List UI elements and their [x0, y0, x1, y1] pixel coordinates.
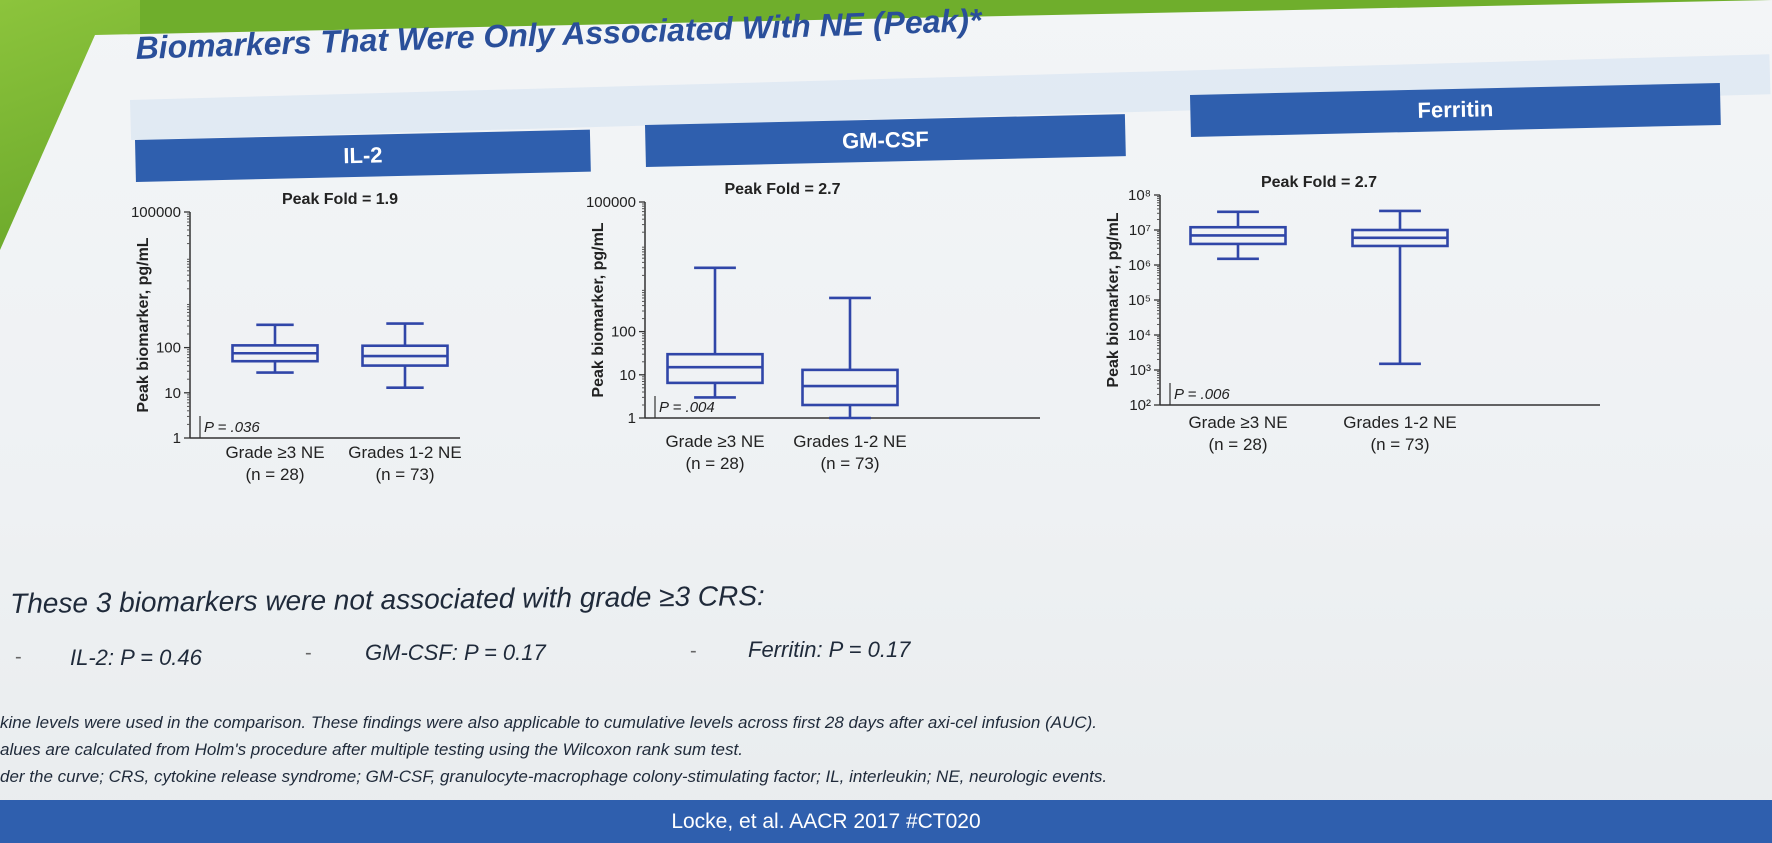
p-value-il2: IL-2: P = 0.46 — [70, 645, 202, 670]
y-axis-label: Peak biomarker, pg/mL — [135, 237, 152, 412]
y-axis-label: Peak biomarker, pg/mL — [590, 222, 607, 397]
peak-fold-label: Peak Fold = 2.7 — [724, 181, 840, 198]
category-n-label: (n = 28) — [1208, 435, 1267, 454]
citation-bar: Locke, et al. AACR 2017 #CT020 — [0, 800, 1772, 843]
citation-text: Locke, et al. AACR 2017 #CT020 — [671, 809, 981, 833]
footnote-1: kine levels were used in the comparison.… — [0, 713, 1098, 732]
iqr-box — [666, 352, 764, 385]
category-label: Grade ≥3 NE — [1188, 413, 1287, 432]
category-n-label: (n = 73) — [820, 454, 879, 473]
category-n-label: (n = 28) — [685, 454, 744, 473]
peak-fold-label: Peak Fold = 2.7 — [1261, 174, 1377, 191]
p-value-ferritin: Ferritin: P = 0.17 — [748, 637, 911, 662]
p-value-gmcsf: GM-CSF: P = 0.17 — [365, 640, 546, 665]
category-label: Grades 1-2 NE — [1343, 413, 1456, 432]
y-tick-label: 100000 — [586, 194, 636, 211]
peak-fold-label: Peak Fold = 1.9 — [282, 191, 398, 208]
y-tick-label: 100 — [611, 324, 636, 341]
y-tick-label: 10⁴ — [1128, 327, 1151, 344]
y-tick-label: 10³ — [1129, 362, 1151, 379]
footnote-2: alues are calculated from Holm's procedu… — [0, 740, 743, 759]
bullet-dash: - — [305, 642, 312, 664]
y-tick-label: 10⁷ — [1129, 222, 1151, 239]
panel-title-ferritin: Ferritin — [1417, 96, 1494, 123]
y-axis-label: Peak biomarker, pg/mL — [1105, 212, 1122, 387]
gmcsf-boxplot: 1 10 100 100000 Peak biomarker, pg/mL Peak Fo… — [586, 181, 1040, 473]
y-tick-label: 10⁸ — [1128, 187, 1151, 204]
p-value-label: P = .036 — [204, 419, 260, 436]
y-tick-label: 10⁶ — [1128, 257, 1151, 274]
il2-boxplot: 1 10 100 100000 Peak biomarker, pg/mL Peak Fo… — [131, 191, 462, 484]
category-n-label: (n = 28) — [245, 465, 304, 484]
y-tick-label: 100000 — [131, 204, 181, 221]
p-value-label: P = .006 — [1174, 386, 1230, 403]
category-label: Grades 1-2 NE — [793, 432, 906, 451]
y-tick-label: 10² — [1129, 397, 1151, 414]
category-label: Grade ≥3 NE — [225, 443, 324, 462]
panel-title-il2: IL-2 — [343, 142, 383, 169]
bullet-dash: - — [15, 646, 22, 668]
iqr-box — [801, 368, 899, 407]
footnote-3: der the curve; CRS, cytokine release syn… — [0, 767, 1108, 786]
category-label: Grade ≥3 NE — [665, 432, 764, 451]
category-n-label: (n = 73) — [1370, 435, 1429, 454]
p-value-label: P = .004 — [659, 399, 715, 416]
y-tick-label: 10 — [164, 385, 181, 402]
panel-title-gmcsf: GM-CSF — [841, 126, 930, 154]
ferritin-boxplot: 10² 10³ 10⁴ 10⁵ 10⁶ 10⁷ 10⁸ Peak biomarker, pg/… — [1105, 174, 1600, 454]
y-tick-label: 10 — [619, 367, 636, 384]
category-n-label: (n = 73) — [375, 465, 434, 484]
y-tick-label: 1 — [173, 430, 181, 447]
category-label: Grades 1-2 NE — [348, 443, 461, 462]
y-tick-label: 100 — [156, 340, 181, 357]
y-tick-label: 1 — [628, 410, 636, 427]
y-tick-label: 10⁵ — [1128, 292, 1151, 309]
bullet-dash: - — [690, 640, 697, 662]
